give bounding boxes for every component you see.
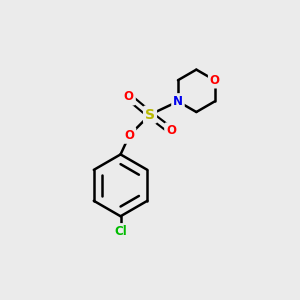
Text: O: O <box>166 124 176 137</box>
Text: O: O <box>124 91 134 103</box>
Text: O: O <box>124 129 134 142</box>
Text: O: O <box>124 129 134 142</box>
Text: O: O <box>210 74 220 87</box>
Text: S: S <box>145 108 155 122</box>
Text: Cl: Cl <box>114 225 127 238</box>
Text: Cl: Cl <box>114 225 127 238</box>
Text: O: O <box>166 124 176 137</box>
Text: O: O <box>124 91 134 103</box>
Text: N: N <box>173 95 183 108</box>
